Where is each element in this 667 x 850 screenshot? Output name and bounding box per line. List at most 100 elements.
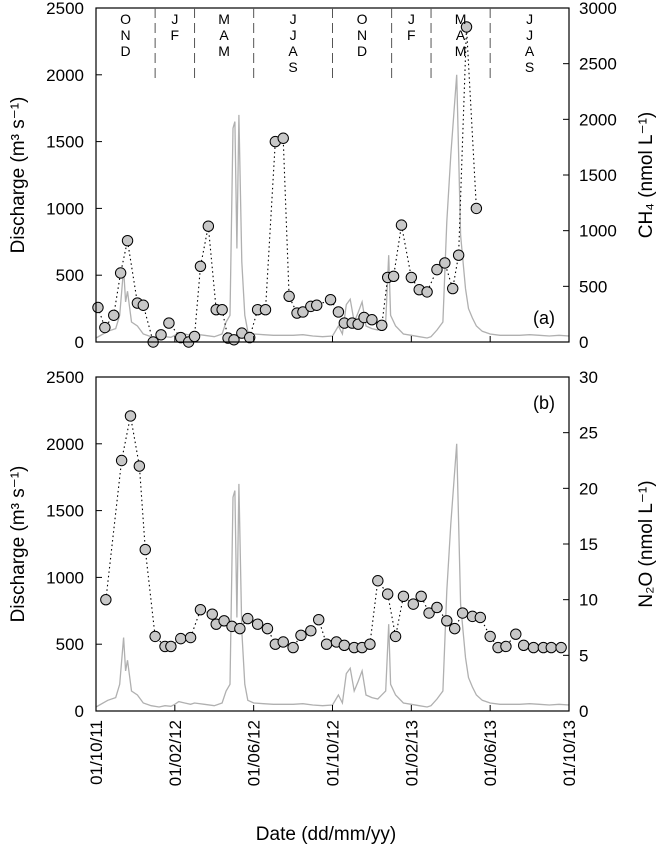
y-left-tick-label: 2500 (46, 368, 84, 387)
data-point (216, 304, 228, 316)
y-right-tick-label: 10 (579, 591, 598, 610)
plot-frame (95, 376, 570, 712)
season-letter: A (288, 43, 298, 59)
season-letter: N (357, 27, 367, 43)
y-left-tick-label: 0 (75, 702, 84, 721)
data-point (460, 21, 473, 33)
y-right-tick-label: 25 (579, 424, 598, 443)
season-letter: M (218, 43, 230, 59)
y-left-tick-label: 1500 (46, 502, 84, 521)
y-right-tick-label: 30 (579, 368, 598, 387)
y-left-tick-label: 2000 (46, 435, 84, 454)
data-point (452, 249, 465, 261)
y-right-tick-label: 1000 (579, 222, 617, 241)
data-point (283, 290, 295, 303)
data-point (163, 317, 175, 329)
x-tick-label: 01/06/12 (245, 720, 264, 786)
season-letter: D (357, 43, 367, 59)
data-point (439, 257, 451, 269)
y-right-tick-label: 2500 (579, 55, 617, 74)
data-point (194, 260, 207, 272)
data-point (338, 639, 351, 652)
panel-label: (a) (533, 308, 555, 328)
x-tick-label: 01/10/12 (324, 720, 343, 786)
data-point (137, 299, 150, 311)
y-left-tick-label: 1000 (46, 568, 84, 587)
concentration-line (105, 415, 562, 649)
data-point (366, 314, 378, 326)
data-point (376, 319, 388, 331)
x-axis: 01/10/11 01/02/12 01/06/12 01/10/12 01/02/13… (87, 720, 579, 786)
data-point (423, 607, 435, 619)
data-point (295, 629, 307, 641)
data-point (277, 636, 289, 648)
data-point (397, 590, 410, 603)
season-letter: A (456, 27, 466, 43)
data-point (184, 631, 197, 644)
y-left-tick-label: 0 (75, 333, 84, 352)
season-letter: A (525, 43, 535, 59)
x-tick-label: 01/02/12 (166, 720, 185, 786)
data-point (415, 590, 427, 603)
season-letter: A (219, 27, 229, 43)
panel-label: (b) (533, 393, 555, 413)
data-point (311, 299, 323, 311)
data-point (244, 331, 256, 344)
data-point (484, 630, 496, 643)
data-point (149, 630, 161, 643)
data-point (206, 608, 218, 620)
data-point (194, 603, 207, 616)
y-right-tick-label: 3000 (579, 0, 617, 18)
y-left-tick-label: 2500 (46, 0, 84, 18)
data-point (447, 282, 459, 295)
panel-b: 0 500 1000 1500 2000 2500 0 5 10 15 20 25 30 Discharg… (8, 368, 657, 721)
data-point (165, 640, 177, 653)
data-point (320, 638, 333, 650)
data-point (441, 615, 453, 627)
data-point (387, 270, 400, 283)
season-letter: M (455, 11, 467, 27)
concentration-line (97, 26, 477, 344)
data-point (92, 301, 104, 314)
data-point (133, 460, 146, 472)
season-letter: J (171, 11, 178, 27)
data-point (259, 304, 272, 316)
data-point (389, 630, 402, 643)
y-right-tick-label: 5 (579, 646, 588, 665)
season-letter: J (526, 27, 533, 43)
data-point (407, 598, 420, 610)
season-letter: O (120, 11, 131, 27)
data-point (381, 588, 394, 600)
y-right-tick-label: 1500 (579, 166, 617, 185)
x-tick-label: 01/06/13 (481, 720, 500, 786)
y-left-tick-label: 500 (56, 635, 84, 654)
data-point (114, 267, 127, 279)
data-point (324, 293, 337, 306)
season-letter: J (526, 11, 533, 27)
data-point (448, 622, 461, 635)
y-right-tick-label: 0 (579, 702, 588, 721)
x-tick-label: 01/10/13 (560, 720, 579, 786)
data-point (155, 329, 167, 341)
data-point (234, 622, 246, 635)
season-letter: O (357, 11, 368, 27)
x-axis-title: Date (dd/mm/yy) (256, 824, 396, 845)
data-point (139, 543, 151, 556)
y-right-tick-label: 20 (579, 479, 598, 498)
y-left-axis-title: Discharge (m³ s⁻¹) (8, 466, 29, 623)
data-point (431, 263, 443, 276)
data-point (332, 306, 345, 318)
data-point (313, 614, 325, 626)
x-tick-label: 01/10/11 (87, 720, 106, 785)
data-point (100, 593, 112, 606)
data-point (470, 202, 483, 215)
season-letter: M (455, 43, 467, 59)
data-point (202, 220, 215, 232)
